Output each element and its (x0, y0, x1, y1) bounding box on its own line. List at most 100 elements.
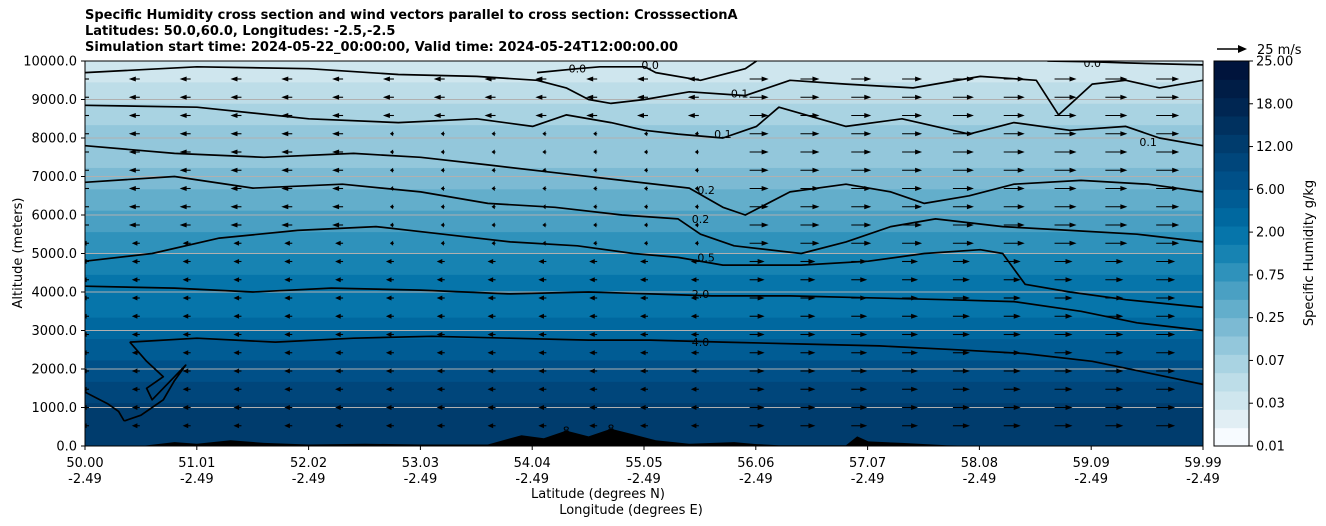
wind-arrow (440, 186, 445, 191)
wind-arrow (1105, 350, 1124, 356)
wind-arrow (335, 295, 344, 301)
wind-arrow (487, 332, 496, 337)
wind-arrow (382, 76, 394, 82)
wind-arrow (1003, 113, 1025, 118)
wind-arrow (385, 405, 394, 410)
wind-arrow (800, 313, 816, 319)
wind-arrow (902, 131, 923, 137)
wind-arrow (800, 368, 816, 374)
x-tick-label-lon: -2.49 (1186, 472, 1220, 487)
wind-arrow (1105, 386, 1124, 392)
wind-arrow (640, 423, 648, 429)
humidity-band (85, 424, 1203, 446)
wind-arrow (382, 113, 394, 118)
wind-arrow (1003, 295, 1021, 301)
colorbar-segment (1214, 171, 1249, 190)
wind-arrow (335, 240, 344, 246)
wind-arrow (690, 332, 699, 337)
wind-arrow (182, 350, 191, 356)
wind-arrow (589, 350, 598, 356)
wind-arrow (640, 368, 648, 374)
wind-arrow (586, 94, 598, 100)
contour-label: 0.1 (731, 88, 749, 101)
x-tick-label-lat: 55.05 (625, 456, 662, 471)
x-tick-label-lat: 59.99 (1184, 456, 1221, 471)
colorbar-segment (1214, 189, 1249, 209)
wind-arrow (436, 386, 445, 392)
wind-arrow (589, 368, 598, 374)
colorbar-segment (1214, 244, 1249, 264)
wind-arrow (952, 423, 970, 429)
wind-arrow (128, 222, 140, 228)
wind-arrow (902, 186, 923, 191)
wind-arrow (281, 222, 293, 228)
wind-arrow (542, 186, 547, 191)
wind-arrow (1054, 186, 1077, 191)
wind-arrow (1003, 313, 1021, 319)
wind-arrow (749, 131, 769, 137)
contour-line (85, 285, 1203, 332)
wind-arrow (284, 350, 293, 356)
contour-label: 0.2 (697, 184, 715, 197)
wind-arrow (690, 277, 699, 283)
wind-arrow (851, 313, 868, 319)
wind-arrow (131, 405, 140, 410)
wind-arrow (1054, 259, 1073, 264)
colorbar-segment (1214, 61, 1249, 80)
wind-arrow (1105, 204, 1128, 210)
wind-arrow (589, 277, 598, 283)
wind-arrow (1156, 368, 1176, 374)
wind-arrow (902, 350, 919, 356)
wind-arrow (182, 295, 191, 301)
wind-arrow (131, 313, 140, 319)
wind-vector-layer (85, 76, 1180, 429)
wind-arrow (332, 94, 344, 100)
wind-arrow (440, 240, 445, 246)
humidity-band (85, 296, 1203, 319)
wind-arrow (284, 295, 293, 301)
wind-arrow (800, 277, 816, 283)
wind-arrow (179, 167, 191, 173)
wind-arrow (332, 113, 344, 118)
wind-arrow (433, 113, 445, 118)
colorbar-tick-label: 0.75 (1256, 268, 1285, 283)
wind-arrow (230, 167, 242, 173)
wind-arrow (952, 149, 974, 155)
contour-line (85, 391, 125, 422)
wind-arrow (281, 131, 293, 137)
wind-arrow (1003, 423, 1021, 429)
wind-arrow (902, 259, 919, 264)
wind-arrow (131, 368, 140, 374)
wind-arrow (640, 295, 648, 301)
y-tick-label: 7000.0 (32, 170, 78, 185)
chart-subtitle-line: Simulation start time: 2024-05-22_00:00:… (85, 40, 678, 55)
wind-arrow (433, 76, 445, 82)
wind-arrow (538, 350, 547, 356)
wind-arrow (1105, 423, 1124, 429)
wind-arrow (182, 313, 191, 319)
x-tick-label-lon: -2.49 (851, 472, 885, 487)
wind-arrow (902, 94, 923, 100)
contour-line (85, 104, 1203, 147)
wind-arrow (389, 167, 394, 173)
wind-arrow (694, 204, 699, 210)
wind-arrow (182, 405, 191, 410)
wind-arrow (1003, 386, 1021, 392)
wind-arrow (1054, 277, 1073, 283)
wind-arrow (640, 386, 648, 392)
wind-arrow (542, 222, 547, 228)
wind-arrow (128, 186, 140, 191)
wind-arrow (902, 204, 923, 210)
wind-arrow (487, 368, 496, 374)
wind-arrow (131, 332, 140, 337)
x-tick-label-lat: 50.00 (66, 456, 103, 471)
wind-arrow (179, 222, 191, 228)
wind-arrow (1054, 113, 1077, 118)
contour-line (85, 144, 1203, 216)
colorbar-segment (1214, 427, 1249, 447)
wind-arrow (179, 76, 191, 82)
wind-arrow (1054, 76, 1077, 82)
humidity-band (85, 403, 1203, 426)
x-tick-label-lon: -2.49 (68, 472, 102, 487)
